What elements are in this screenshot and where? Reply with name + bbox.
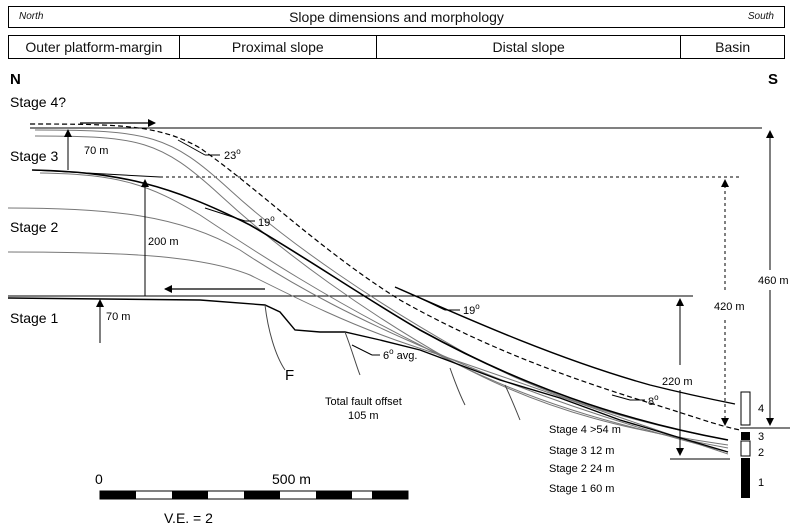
angle-19-upper-label: 19o <box>258 214 275 229</box>
strat-column: 4 3 2 1 <box>740 391 764 498</box>
column-num-1: 1 <box>758 477 764 489</box>
fault-label: F <box>285 367 294 384</box>
fault-trace-4 <box>504 384 521 421</box>
column-stage4 <box>740 391 751 426</box>
stage2-thickness: Stage 2 24 m <box>549 463 614 475</box>
column-num-4: 4 <box>758 403 764 415</box>
dim-label-70-top: 70 m <box>84 145 108 157</box>
header-south: South <box>747 11 774 22</box>
fault-offset-label-line1: Total fault offset <box>325 396 402 408</box>
dim-label-460: 460 m <box>758 275 789 287</box>
stage-thickness-list: Stage 4 >54 m Stage 3 12 m Stage 2 24 m … <box>549 424 621 495</box>
compass-south: S <box>768 71 778 88</box>
vertical-exaggeration: V.E. = 2 <box>164 510 213 526</box>
zone-outer-platform-margin: Outer platform-margin <box>9 36 180 58</box>
stage-label-3: Stage 3 <box>10 148 58 164</box>
dim-label-420: 420 m <box>714 301 745 313</box>
angle-8-label: 8o <box>648 393 659 408</box>
column-num-3: 3 <box>758 431 764 443</box>
angle-19-lower-label: 19o <box>463 302 480 317</box>
column-stage3 <box>741 432 750 440</box>
column-stage1 <box>741 458 750 498</box>
stage4-thickness: Stage 4 >54 m <box>549 424 621 436</box>
zone-proximal-slope: Proximal slope <box>180 36 378 58</box>
stage4-basin-profile <box>394 286 736 405</box>
stage3-thickness: Stage 3 12 m <box>549 445 614 457</box>
angle-callouts: 23o 19o 19o 6o avg. 8o <box>177 139 659 408</box>
stage-label-1: Stage 1 <box>10 310 58 326</box>
column-num-2: 2 <box>758 447 764 459</box>
scale-zero: 0 <box>95 471 103 487</box>
fault-trace-3 <box>449 367 466 406</box>
scale-bar: 0 500 m V.E. = 2 <box>95 471 409 526</box>
dim-label-200: 200 m <box>148 236 179 248</box>
fault-offset-label-line2: 105 m <box>348 410 379 422</box>
fault-trace <box>264 304 286 371</box>
compass-north: N <box>10 71 21 88</box>
dim-label-70-bottom: 70 m <box>106 311 130 323</box>
zone-bar: Outer platform-margin Proximal slope Dis… <box>8 35 785 59</box>
stage-label-2: Stage 2 <box>10 219 58 235</box>
scale-max: 500 m <box>272 471 311 487</box>
stage1-thickness: Stage 1 60 m <box>549 483 614 495</box>
header-title: Slope dimensions and morphology <box>289 9 504 25</box>
header-north: North <box>19 11 44 22</box>
angle-23-label: 23o <box>224 147 241 162</box>
fault-trace-2 <box>344 331 361 376</box>
header-bar: North Slope dimensions and morphology So… <box>8 6 785 28</box>
angle-6-label: 6o avg. <box>383 347 417 362</box>
zone-basin: Basin <box>715 39 751 55</box>
stage1-surface <box>7 297 729 453</box>
stage4-dashed-profile <box>29 123 741 431</box>
dim-label-220: 220 m <box>662 376 693 388</box>
column-stage2 <box>740 440 751 457</box>
zone-distal-slope: Distal slope <box>377 36 682 58</box>
stage-label-4: Stage 4? <box>10 94 66 110</box>
